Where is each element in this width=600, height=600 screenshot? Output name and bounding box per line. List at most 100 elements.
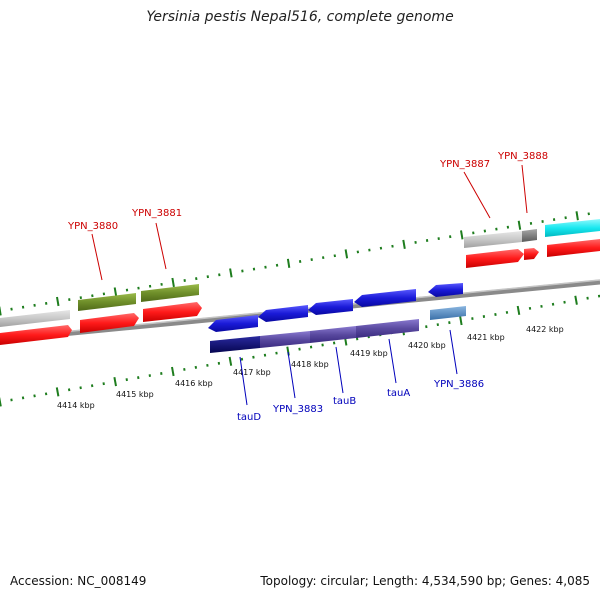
minor-tick [10,307,13,311]
major-tick [113,377,117,387]
gene-label-ypn3881[interactable]: YPN_3881 [131,208,182,219]
leader-line [155,222,167,270]
major-tick [574,295,578,305]
leader-line [388,338,397,384]
minor-tick [252,355,255,359]
major-tick [575,211,579,221]
major-tick [402,239,406,249]
minor-tick [125,378,128,382]
major-tick [460,230,464,240]
scale-label: 4420 kbp [408,341,446,350]
major-tick [171,366,175,377]
minor-tick [298,260,302,263]
gene-arrow-taua[interactable] [354,289,416,307]
minor-tick [183,368,186,371]
gene-block[interactable] [545,219,600,237]
minor-tick [91,294,94,298]
gene-label-ypn3886[interactable]: YPN_3886 [433,379,484,390]
gene-arrow-ypn3880[interactable] [80,313,139,333]
gene-label-ypn3887[interactable]: YPN_3887 [439,159,490,170]
gene-arrow-ypn3883[interactable] [258,305,308,322]
gene-arrow-ypn3887[interactable] [466,249,524,268]
scale-label: 4421 kbp [467,333,505,342]
minor-tick [483,229,487,233]
gene-arrow-ypn3888[interactable] [524,248,539,260]
gene-block-ypn3888[interactable] [522,229,537,242]
gene-label-ypn3888[interactable]: YPN_3888 [497,151,548,162]
gene-arrow-ypn3886[interactable] [428,283,463,297]
major-tick [55,387,60,397]
bottom-gene-labels: tauD YPN_3883 tauB tauA YPN_3886 [237,329,484,423]
major-tick [516,305,521,315]
minor-tick [195,277,198,281]
minor-tick [240,357,244,361]
major-tick [0,397,2,407]
scale-label: 4414 kbp [57,401,95,410]
gene-arrow[interactable] [0,325,72,345]
scale-label: 4418 kbp [291,360,329,369]
minor-tick [564,216,567,220]
major-tick [229,268,233,278]
map-title: Yersinia pestis Nepal516, complete genom… [146,9,454,25]
gene-block[interactable] [0,310,70,327]
minor-tick [275,263,279,267]
gene-block-ypn3883[interactable] [260,331,310,348]
gene-block-taub[interactable] [310,326,356,343]
gene-label-ypn3883[interactable]: YPN_3883 [272,404,323,415]
major-tick [0,306,2,316]
minor-tick [448,321,451,325]
leader-line [449,329,458,375]
leader-line [463,171,491,219]
gene-arrow-ypn3881[interactable] [143,302,202,322]
gene-label-taub[interactable]: tauB [333,396,356,407]
leader-line [239,356,248,406]
forward-features [0,219,600,345]
leader-line [335,346,344,394]
minor-tick [137,376,140,380]
major-tick [113,287,118,297]
minor-tick [551,302,555,306]
upper-scale-track [0,211,590,316]
minor-tick [79,386,82,390]
gene-block-taua[interactable] [356,319,419,338]
major-tick [171,277,175,288]
reverse-features [208,283,466,353]
minor-tick [563,300,566,304]
scale-label: 4415 kbp [116,390,154,399]
gene-arrow-taub[interactable] [308,299,353,315]
top-gene-labels: YPN_3880 YPN_3881 YPN_3887 YPN_3888 [67,151,548,281]
gene-label-taua[interactable]: tauA [387,388,410,399]
leader-line [287,351,296,399]
gene-arrow[interactable] [547,239,600,257]
leader-line [91,233,103,281]
gene-block-ypn3880[interactable] [78,293,136,311]
major-tick [228,356,233,366]
minor-tick [298,347,301,351]
gene-block-ypn3881[interactable] [141,284,199,302]
minor-tick [33,394,36,398]
gene-block-taud[interactable] [210,336,260,353]
minor-tick [355,337,359,341]
minor-tick [356,250,360,254]
minor-tick [505,311,509,314]
gene-label-taud[interactable]: tauD [237,412,261,423]
scale-labels: 4414 kbp 4415 kbp 4416 kbp 4417 kbp 4418… [57,325,564,410]
minor-tick [67,388,71,392]
major-tick [286,258,291,268]
gene-label-ypn3880[interactable]: YPN_3880 [67,221,118,232]
minor-tick [90,384,94,388]
gene-block-ypn3887[interactable] [464,231,522,248]
minor-tick [587,212,590,216]
gene-block-ypn3886[interactable] [430,306,466,320]
minor-tick [494,313,497,316]
scale-label: 4417 kbp [233,368,271,377]
scale-label: 4419 kbp [350,349,388,358]
major-tick [459,315,463,326]
major-tick [517,220,522,230]
minor-tick [194,365,198,369]
scale-label: 4416 kbp [175,379,213,388]
accession-label: Accession: NC_008149 [10,574,147,588]
gene-arrow-taud[interactable] [208,315,258,332]
scale-label: 4422 kbp [526,325,564,334]
